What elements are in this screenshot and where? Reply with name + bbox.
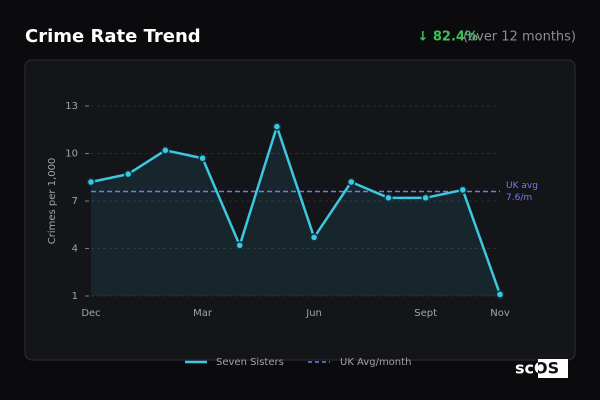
- point: [384, 193, 393, 203]
- x-tick-label: Sept: [414, 308, 437, 319]
- point: [272, 122, 282, 131]
- legend-label: UK Avg/month: [340, 357, 411, 368]
- x-tick-label: Dec: [81, 308, 100, 319]
- card: [24, 59, 576, 361]
- reference-label: 7.6/m: [506, 193, 532, 203]
- point: [235, 241, 244, 250]
- brand: scOS: [515, 359, 559, 378]
- x-tick-label: Nov: [490, 308, 510, 319]
- area: [91, 126, 500, 296]
- line: [90, 125, 502, 295]
- point: [421, 193, 430, 203]
- point: [123, 169, 133, 179]
- brand-box: [538, 359, 568, 378]
- title: Crime Rate Trend: [25, 26, 201, 47]
- y-tick-label: 7: [72, 196, 78, 207]
- point: [309, 233, 319, 242]
- point: [347, 177, 356, 187]
- point: [86, 177, 96, 187]
- point: [161, 146, 170, 155]
- change: ↓ 82.4%: [417, 30, 478, 45]
- brand-overlay: scOS: [515, 359, 559, 378]
- point: [198, 154, 207, 163]
- change-note: (over 12 months): [463, 30, 576, 45]
- x-tick-label: Mar: [193, 308, 213, 319]
- point: [458, 185, 468, 195]
- y-axis-label: Crimes per 1,000: [47, 158, 58, 245]
- x-tick-label: Jun: [305, 308, 322, 319]
- reference-label: UK avg: [506, 181, 538, 191]
- y-tick-label: 4: [72, 244, 78, 255]
- point: [495, 290, 505, 299]
- y-tick-label: 1: [72, 291, 78, 302]
- y-tick-label: 13: [65, 101, 78, 112]
- y-tick-label: 10: [65, 149, 78, 160]
- legend-label: Seven Sisters: [216, 357, 284, 368]
